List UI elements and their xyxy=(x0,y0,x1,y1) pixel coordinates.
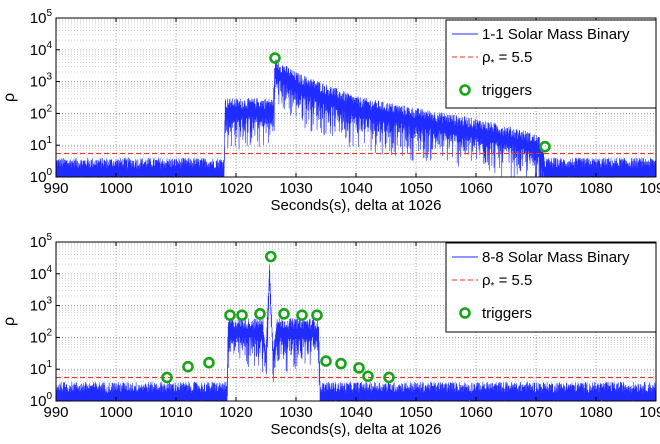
x-tick-label: 1070 xyxy=(519,180,552,197)
x-tick-label: 1060 xyxy=(459,404,492,421)
trigger-point xyxy=(296,309,308,321)
x-tick-label: 1080 xyxy=(579,180,612,197)
trigger-point xyxy=(539,140,551,153)
legend: 1-1 Solar Mass Binary ρ* = 5.5 triggers xyxy=(445,19,657,109)
x-axis-label: Seconds(s), delta at 1026 xyxy=(271,421,442,438)
x-tick-label: 1040 xyxy=(339,404,372,421)
trigger-point xyxy=(335,357,347,370)
x-tick-label: 990 xyxy=(43,180,68,197)
x-tick-label: 1090 xyxy=(639,180,660,197)
trigger-point xyxy=(383,371,395,384)
x-tick-label: 1050 xyxy=(399,180,432,197)
x-tick-label: 1010 xyxy=(159,180,192,197)
x-tick-label: 1000 xyxy=(99,404,132,421)
legend-triggers-label: triggers xyxy=(482,82,532,99)
y-tick-label: 101 xyxy=(30,135,53,154)
trigger-point xyxy=(182,360,194,373)
x-tick-label: 1060 xyxy=(459,180,492,197)
x-tick-label: 1020 xyxy=(219,180,252,197)
trigger-point xyxy=(264,250,277,263)
x-tick-label: 1030 xyxy=(279,180,312,197)
y-axis-label: ρ xyxy=(1,317,18,326)
trigger-point xyxy=(203,356,215,369)
trigger-point xyxy=(269,52,281,64)
x-tick-label: 1080 xyxy=(579,404,612,421)
signal-series-line xyxy=(55,264,657,402)
legend-signal-label: 8-8 Solar Mass Binary xyxy=(482,249,630,266)
x-tick-label: 1040 xyxy=(339,180,372,197)
x-tick-label: 1090 xyxy=(639,404,660,421)
trigger-point xyxy=(362,370,374,383)
trigger-point xyxy=(311,309,323,321)
y-axis-label: ρ xyxy=(1,93,18,102)
y-tick-label: 102 xyxy=(30,103,53,122)
y-tick-label: 101 xyxy=(30,359,53,378)
y-tick-label: 103 xyxy=(30,296,53,315)
x-tick-label: 1010 xyxy=(159,404,192,421)
trigger-point xyxy=(353,362,365,374)
x-tick-label: 1050 xyxy=(399,404,432,421)
legend: 8-8 Solar Mass Binary ρ* = 5.5 triggers xyxy=(445,242,657,333)
x-tick-label: 1030 xyxy=(279,404,312,421)
legend-box xyxy=(445,242,657,333)
x-tick-label: 1020 xyxy=(219,404,252,421)
x-tick-label: 1000 xyxy=(99,180,132,197)
legend-triggers-label: triggers xyxy=(482,305,532,322)
legend-triggers-swatch xyxy=(459,307,471,319)
legend-triggers-swatch xyxy=(459,84,471,96)
y-tick-label: 105 xyxy=(30,232,53,251)
trigger-point xyxy=(161,371,173,384)
legend-signal-label: 1-1 Solar Mass Binary xyxy=(482,26,630,43)
trigger-point xyxy=(320,355,332,367)
trigger-point xyxy=(254,308,266,320)
legend-box xyxy=(445,19,657,109)
trigger-point xyxy=(278,308,290,320)
trigger-point xyxy=(236,309,248,321)
x-tick-label: 1070 xyxy=(519,404,552,421)
y-tick-label: 104 xyxy=(30,264,53,283)
y-tick-label: 105 xyxy=(30,8,53,27)
y-tick-label: 103 xyxy=(30,72,53,91)
trigger-point xyxy=(224,309,236,321)
chart-panel-1: 990 1000 1010 1020 1030 1040 1050 1060 1070 1080 1… xyxy=(1,8,660,214)
x-axis-label: Seconds(s), delta at 1026 xyxy=(271,197,442,214)
y-tick-label: 104 xyxy=(30,40,53,59)
x-tick-label: 990 xyxy=(43,404,68,421)
legend-threshold-label: ρ* = 5.5 xyxy=(482,49,532,69)
y-tick-label: 102 xyxy=(30,327,53,346)
chart-panel-2: 990 1000 1010 1020 1030 1040 1050 1060 1070 1080 1… xyxy=(1,232,660,438)
legend-threshold-label: ρ* = 5.5 xyxy=(482,272,532,292)
signal-series-line xyxy=(55,59,657,178)
